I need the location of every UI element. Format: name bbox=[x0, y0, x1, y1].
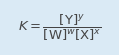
Text: $\mathit{K} = \dfrac{[\mathrm{Y}]^{\mathit{y}}}{[\mathrm{W}]^{\mathit{w}}[\mathr: $\mathit{K} = \dfrac{[\mathrm{Y}]^{\math… bbox=[18, 12, 101, 43]
